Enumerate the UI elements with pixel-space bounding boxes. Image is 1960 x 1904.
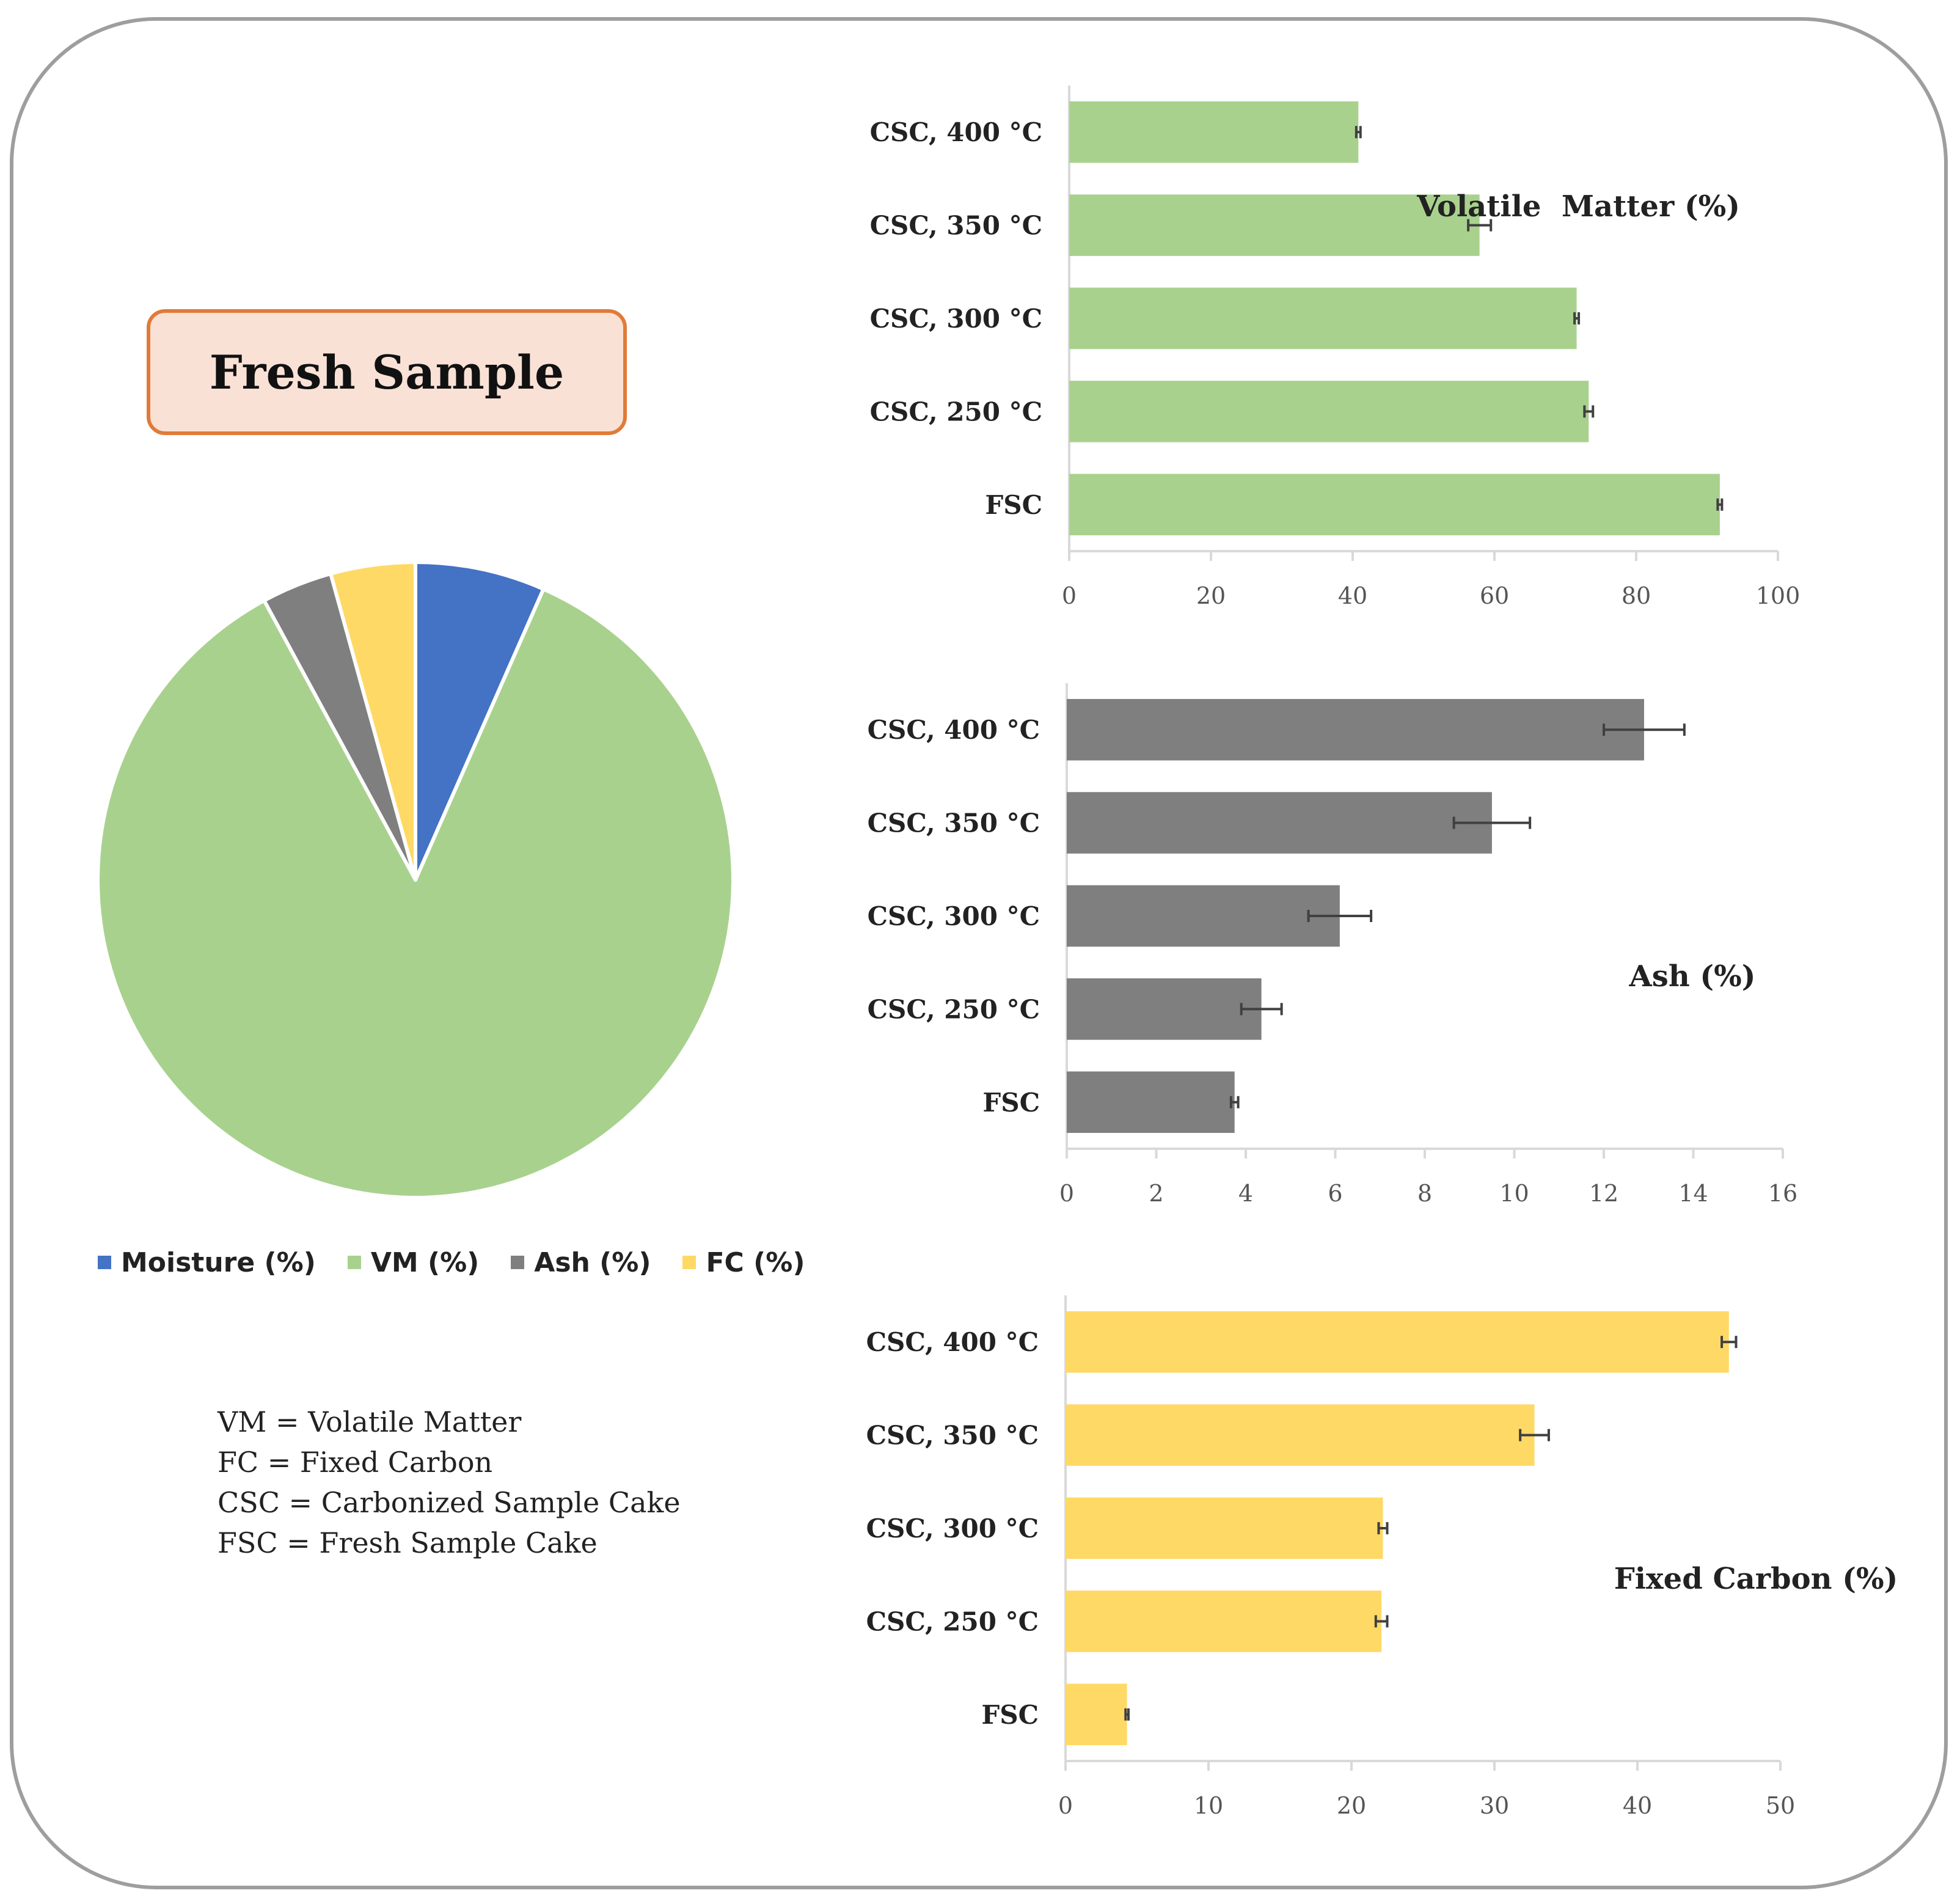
fc-x-tick-label: 30 (1480, 1792, 1509, 1819)
fc-category-label: CSC, 250 °C (866, 1606, 1039, 1636)
fc-error-bar (1374, 1615, 1389, 1628)
abbreviation-definitions: VM = Volatile Matter FC = Fixed Carbon C… (218, 1402, 681, 1563)
legend-item-vm: VM (%) (347, 1247, 480, 1278)
fc-error-bar (1720, 1336, 1738, 1349)
ash-x-tick-label: 14 (1678, 1180, 1708, 1207)
legend-swatch-vm (347, 1256, 361, 1269)
legend-item-ash: Ash (%) (511, 1247, 651, 1278)
ash-bar (1067, 698, 1644, 761)
vm-x-tick-label: 80 (1622, 582, 1651, 609)
vm-bar (1069, 101, 1359, 163)
ash-category-label: CSC, 350 °C (868, 808, 1040, 838)
vm-x-tick-label: 40 (1338, 582, 1367, 609)
vm-x-tick-label: 20 (1196, 582, 1226, 609)
definition-csc: CSC = Carbonized Sample Cake (218, 1486, 681, 1519)
ash-x-tick-label: 12 (1589, 1180, 1618, 1207)
fc-x-tick-label: 40 (1623, 1792, 1652, 1819)
fc-bar (1066, 1683, 1127, 1746)
vm-category-label: CSC, 400 °C (870, 117, 1042, 147)
vm-error-bar (1583, 405, 1595, 418)
fc-x-tick-label: 0 (1058, 1792, 1073, 1819)
ash-category-label: CSC, 300 °C (868, 901, 1040, 931)
fc-category-label: FSC (981, 1700, 1039, 1730)
bar-chart-vm: 0 20 40 60 80 100 CSC, 400 °C CSC, 350 °C CSC, 3… (870, 86, 1801, 609)
fc-bar (1066, 1497, 1383, 1559)
pie-slice-fc (329, 560, 417, 882)
composition-pie-chart (96, 560, 736, 1199)
ash-chart-title: Ash (%) (1629, 959, 1756, 994)
legend-swatch-moisture (98, 1256, 111, 1269)
bar-chart-ash: 0 2 4 6 8 10 12 14 16 CSC, 400 °C CSC, 350 °C CSC, … (868, 683, 1797, 1207)
ash-error-bar (1229, 1096, 1240, 1108)
fresh-sample-badge: Fresh Sample (147, 309, 627, 435)
ash-x-tick-label: 4 (1238, 1180, 1253, 1207)
ash-category-label: CSC, 400 °C (868, 715, 1040, 745)
ash-error-bar (1307, 910, 1373, 922)
vm-bar (1069, 474, 1720, 536)
vm-chart-title: Volatile Matter (%) (1416, 189, 1740, 224)
ash-x-tick-label: 8 (1417, 1180, 1432, 1207)
ash-x-tick-label: 6 (1328, 1180, 1342, 1207)
fc-bar (1066, 1591, 1382, 1652)
vm-category-label: CSC, 350 °C (870, 211, 1042, 241)
legend-label-vm: VM (%) (370, 1247, 480, 1278)
ash-category-label: CSC, 250 °C (868, 994, 1040, 1024)
legend-label-ash: Ash (%) (534, 1247, 651, 1278)
legend-item-fc: FC (%) (682, 1247, 805, 1278)
ash-bar (1067, 885, 1340, 947)
ash-error-bar (1603, 723, 1686, 736)
fc-x-tick-label: 50 (1766, 1792, 1795, 1819)
vm-category-label: CSC, 300 °C (870, 304, 1042, 334)
fc-category-label: CSC, 350 °C (866, 1421, 1039, 1451)
ash-bar (1067, 792, 1492, 854)
fc-error-bar (1377, 1522, 1389, 1534)
ash-x-tick-label: 0 (1059, 1180, 1074, 1207)
definition-fsc: FSC = Fresh Sample Cake (218, 1526, 598, 1559)
legend-item-moisture: Moisture (%) (98, 1247, 316, 1278)
ash-x-tick-label: 2 (1149, 1180, 1163, 1207)
vm-x-tick-label: 0 (1062, 582, 1077, 609)
vm-x-tick-label: 60 (1480, 582, 1509, 609)
ash-error-bar (1452, 816, 1532, 829)
vm-error-bar (1355, 126, 1362, 139)
pie-slice-moisture (414, 560, 546, 882)
vm-category-label: FSC (985, 490, 1042, 520)
ash-x-tick-label: 16 (1768, 1180, 1797, 1207)
ash-bar (1067, 1071, 1235, 1133)
ash-error-bar (1240, 1003, 1283, 1016)
fc-x-tick-label: 20 (1337, 1792, 1366, 1819)
fc-chart-title: Fixed Carbon (%) (1614, 1562, 1898, 1596)
pie-slice-vm (96, 587, 736, 1199)
fc-error-bar (1519, 1429, 1550, 1441)
vm-error-bar (1573, 312, 1581, 324)
vm-x-tick-label: 100 (1756, 582, 1801, 609)
vm-error-bar (1467, 219, 1493, 232)
ash-category-label: FSC (982, 1088, 1040, 1118)
definition-vm: VM = Volatile Matter (218, 1405, 522, 1438)
legend-label-fc: FC (%) (706, 1247, 805, 1278)
badge-label: Fresh Sample (209, 345, 565, 400)
vm-category-label: CSC, 250 °C (870, 397, 1042, 427)
fc-bar (1066, 1404, 1535, 1466)
vm-bar (1069, 287, 1577, 350)
fc-error-bar (1124, 1708, 1130, 1721)
fc-bar (1066, 1311, 1729, 1373)
legend-swatch-ash (511, 1256, 525, 1269)
pie-legend: Moisture (%) VM (%) Ash (%) FC (%) (98, 1238, 805, 1287)
definition-fc: FC = Fixed Carbon (218, 1446, 493, 1479)
fc-category-label: CSC, 300 °C (866, 1514, 1039, 1543)
vm-error-bar (1716, 498, 1724, 511)
bar-chart-fc: 0 10 20 30 40 50 CSC, 400 °C CSC, 350 °C CSC, 30… (866, 1295, 1898, 1819)
fc-category-label: CSC, 400 °C (866, 1327, 1039, 1357)
fc-x-tick-label: 10 (1194, 1792, 1223, 1819)
ash-bar (1067, 978, 1262, 1040)
vm-bar (1069, 381, 1589, 442)
legend-swatch-fc (682, 1256, 697, 1269)
vm-bar (1069, 194, 1480, 256)
legend-label-moisture: Moisture (%) (121, 1247, 316, 1278)
ash-x-tick-label: 10 (1499, 1180, 1529, 1207)
